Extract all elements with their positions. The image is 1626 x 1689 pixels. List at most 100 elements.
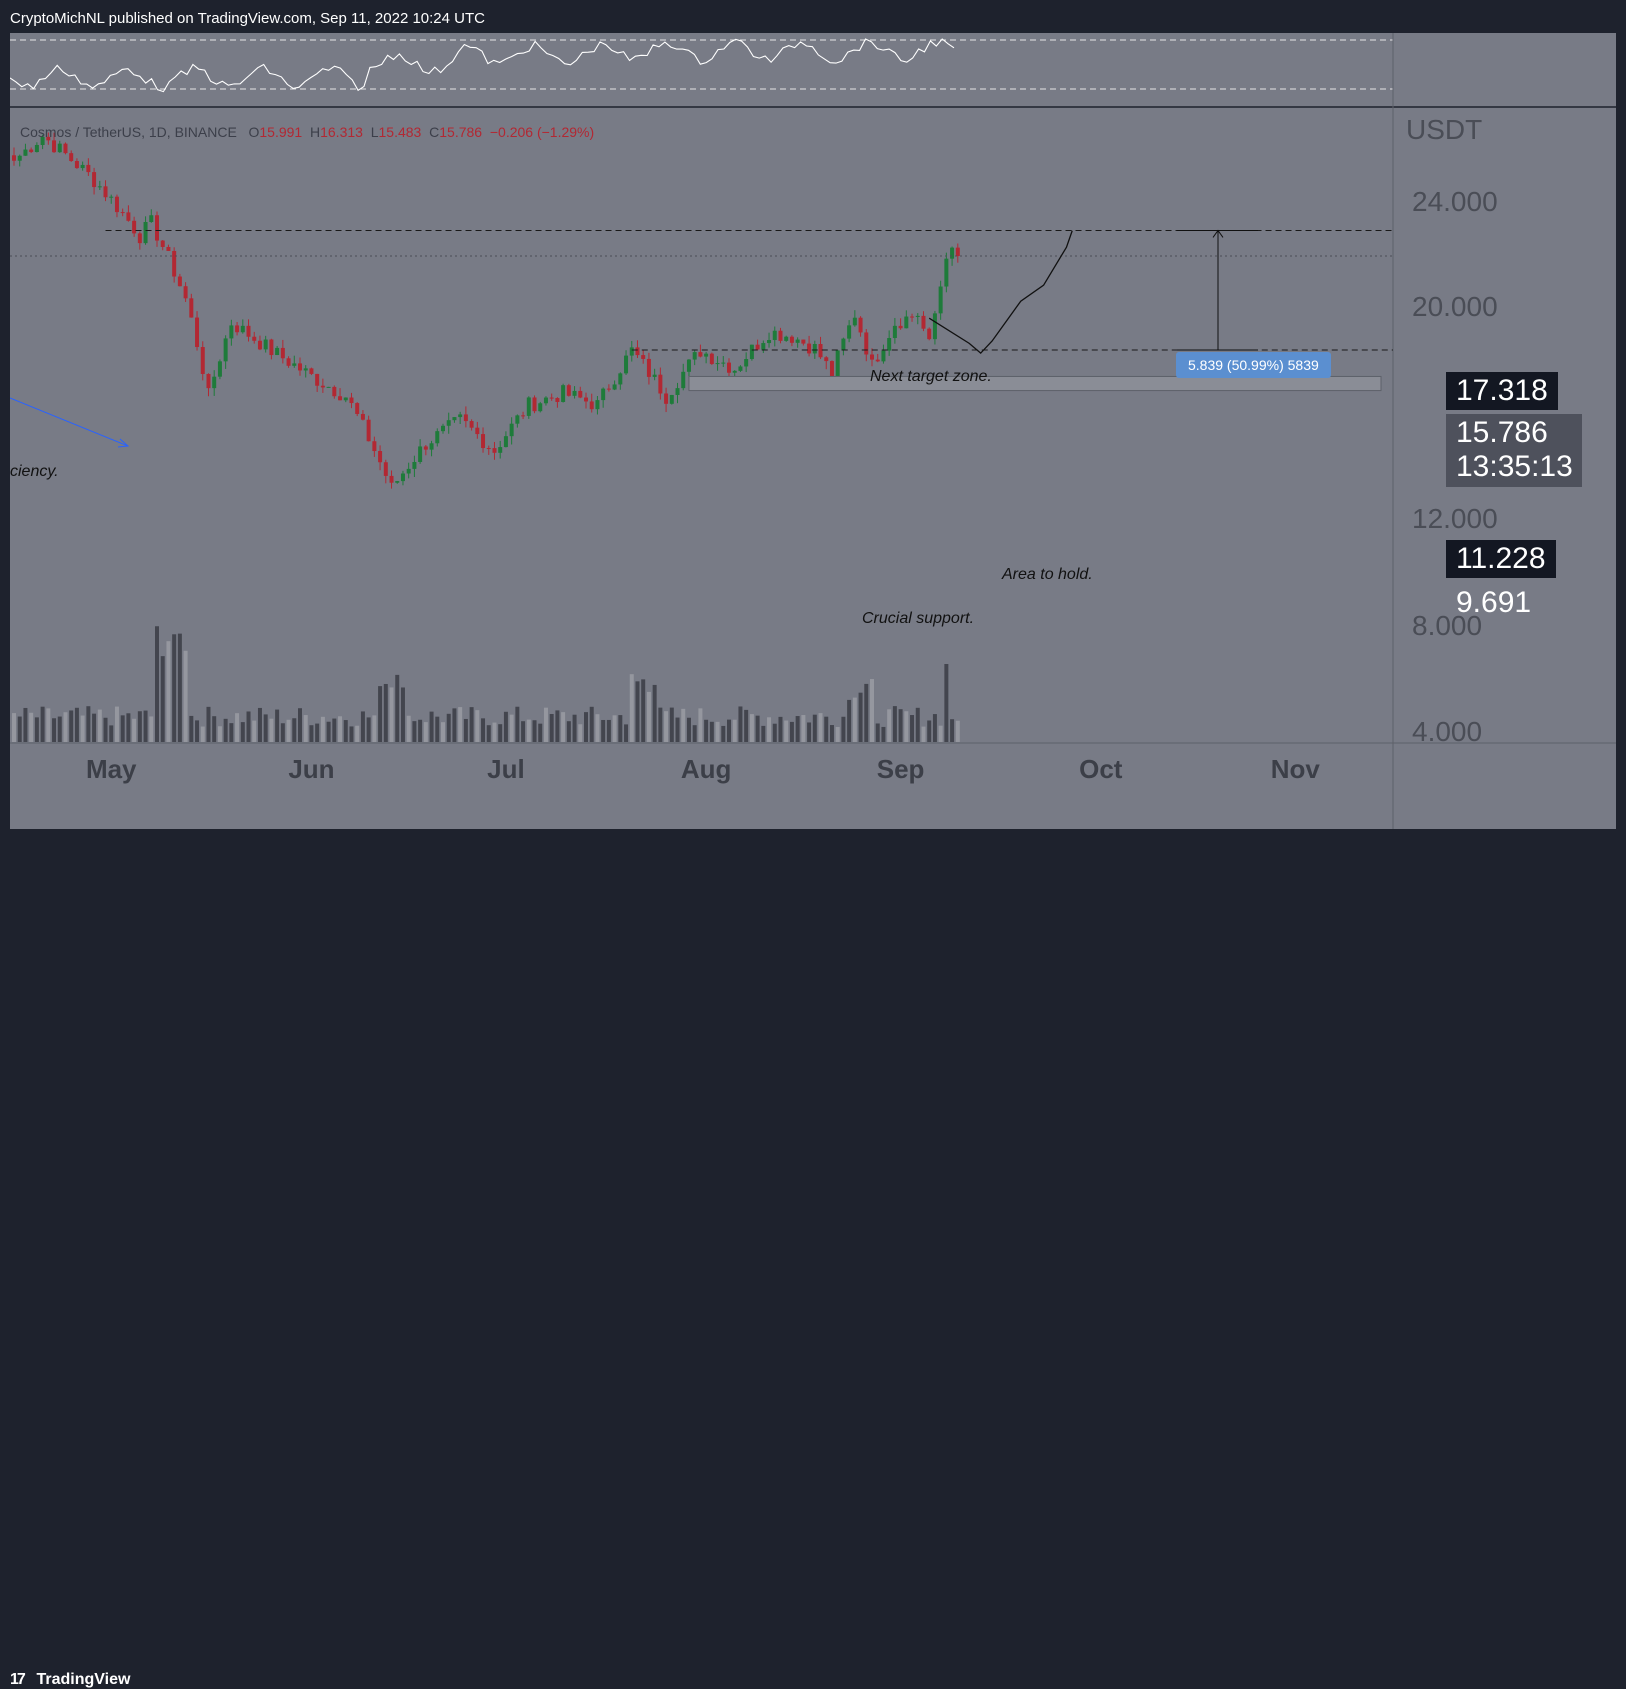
volume-bar — [864, 683, 869, 742]
volume-bar — [46, 708, 51, 742]
inefficiency-annotation[interactable]: ciency. — [10, 463, 59, 480]
x-tick-label: Oct — [1079, 754, 1123, 784]
candle-body — [263, 339, 268, 350]
candle-body — [372, 441, 377, 452]
volume-bar — [503, 711, 508, 742]
candle-body — [46, 136, 51, 141]
candle-body — [229, 325, 234, 339]
volume-bar — [275, 709, 280, 742]
volume-bar — [406, 715, 411, 742]
volume-bar — [887, 709, 892, 742]
candle-body — [332, 386, 337, 397]
candle-body — [709, 353, 714, 364]
volume-bar — [721, 725, 726, 742]
volume-bar — [246, 711, 251, 742]
candle-body — [149, 215, 154, 222]
tradingview-logo[interactable]: 17 TradingView — [10, 1671, 130, 1689]
volume-bar — [955, 720, 960, 742]
volume-bar — [206, 706, 211, 742]
candle-body — [303, 368, 308, 371]
candle-body — [532, 397, 537, 412]
candle-body — [521, 415, 526, 417]
chart-area[interactable]: 24.000 20.000 12.000 8.000 4.000 USDT May Jun Ju… — [10, 33, 1616, 829]
candle-body — [566, 385, 571, 396]
candle-body — [618, 373, 623, 385]
candle-body — [183, 286, 188, 299]
currency-label: USDT — [1406, 114, 1482, 145]
volume-bar — [212, 716, 217, 742]
volume-bar — [269, 718, 274, 742]
candle-body — [772, 330, 777, 341]
measure-label[interactable]: 5.839 (50.99%) 5839 — [1176, 352, 1331, 378]
volume-bar — [395, 674, 400, 742]
price-chart-svg[interactable]: 24.000 20.000 12.000 8.000 4.000 USDT May Jun Ju… — [10, 33, 1616, 829]
volume-bar — [57, 716, 62, 742]
volume-bar — [847, 699, 852, 742]
candle-body — [795, 339, 800, 343]
candle-body — [852, 317, 857, 326]
candle-body — [898, 325, 903, 329]
volume-bar — [789, 721, 794, 742]
crucial-support-annotation[interactable]: Crucial support. — [862, 610, 975, 627]
candle-body — [452, 417, 457, 421]
volume-bar — [915, 707, 920, 742]
open-label: O — [248, 124, 260, 140]
volume-bar — [486, 725, 491, 742]
candle-body — [475, 427, 480, 435]
volume-bar — [160, 656, 165, 742]
symbol-name: Cosmos / TetherUS, 1D, BINANCE — [20, 124, 237, 140]
candle-body — [257, 340, 262, 350]
volume-bar — [749, 714, 754, 742]
volume-bar — [29, 712, 34, 742]
bar-countdown: 13:35:13 — [1456, 450, 1573, 483]
volume-bar — [715, 721, 720, 742]
candle-body — [698, 352, 703, 357]
candle-body — [932, 313, 937, 340]
candle-body — [892, 325, 897, 339]
x-tick-label: May — [86, 754, 137, 784]
y-tick-label: 24.000 — [1412, 186, 1498, 217]
low-value: 15.483 — [378, 124, 422, 140]
candle-body — [584, 397, 588, 402]
volume-bar — [624, 724, 629, 742]
open-value: 15.991 — [259, 124, 303, 140]
candle-body — [538, 403, 543, 412]
candle-body — [641, 355, 646, 359]
volume-bar — [360, 711, 365, 742]
candle-body — [29, 149, 34, 153]
candle-body — [172, 250, 177, 277]
publisher-line: CryptoMichNL published on TradingView.co… — [10, 10, 485, 27]
candle-body — [120, 212, 125, 214]
candle-body — [612, 384, 617, 390]
candle-body — [217, 361, 222, 377]
volume-bar — [807, 722, 812, 742]
volume-bar — [332, 718, 337, 742]
candle-body — [727, 362, 731, 373]
candle-body — [286, 358, 291, 366]
volume-bar — [303, 715, 308, 742]
next-target-annotation[interactable]: Next target zone. — [870, 368, 992, 385]
candle-body — [458, 414, 463, 418]
volume-bar — [172, 634, 177, 742]
candle-body — [955, 247, 960, 257]
x-tick-label: Nov — [1271, 754, 1321, 784]
volume-bar — [63, 712, 68, 742]
candle-body — [755, 344, 760, 350]
candle-body — [412, 461, 417, 469]
candle-body — [498, 447, 503, 453]
volume-bar — [12, 713, 16, 742]
candle-body — [320, 385, 325, 388]
volume-bar — [669, 707, 674, 742]
candle-body — [526, 397, 531, 416]
volume-bar — [149, 716, 154, 742]
candle-body — [664, 393, 669, 404]
x-tick-label: Sep — [877, 754, 925, 784]
volume-bar — [664, 711, 669, 742]
candle-body — [463, 414, 468, 422]
area-to-hold-annotation[interactable]: Area to hold. — [1002, 566, 1093, 583]
candle-body — [870, 354, 874, 360]
candle-body — [509, 423, 514, 437]
candle-body — [69, 153, 74, 161]
candle-body — [252, 336, 257, 341]
candle-body — [92, 172, 97, 188]
